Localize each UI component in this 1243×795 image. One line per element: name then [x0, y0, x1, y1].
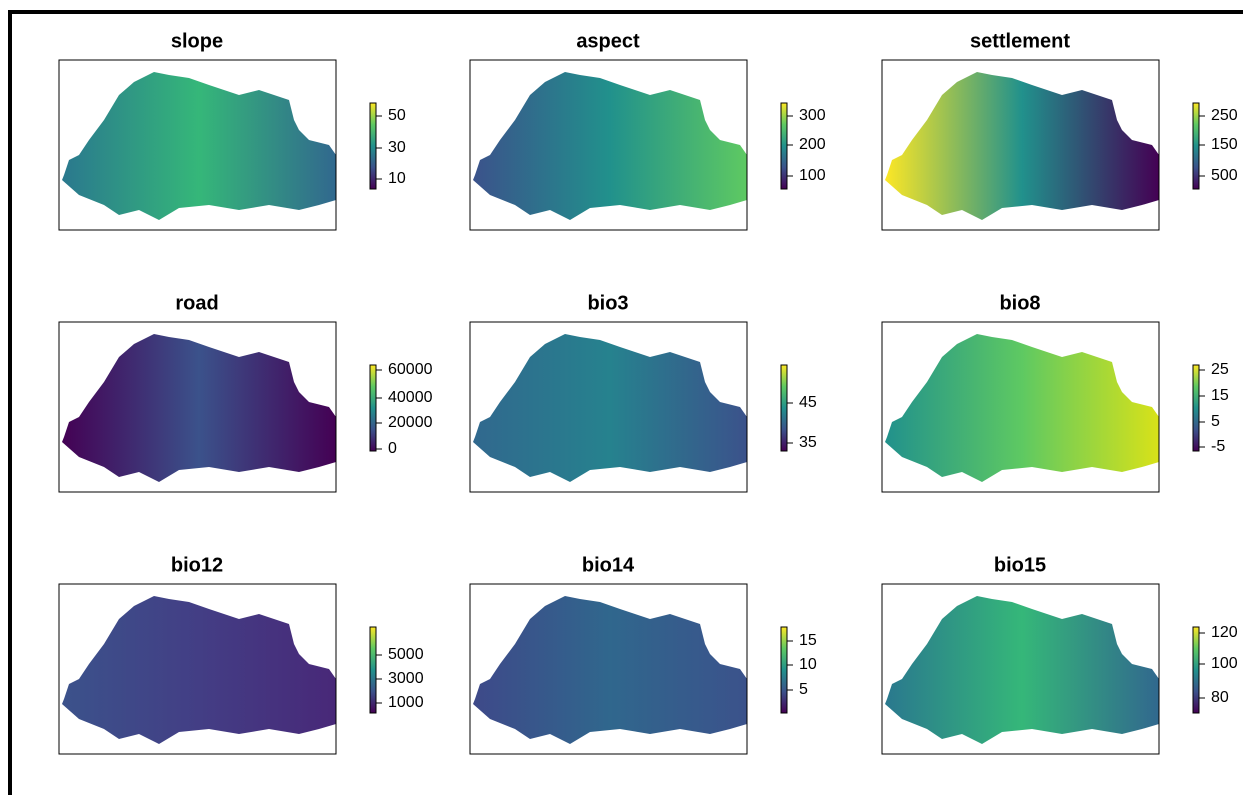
map-area: [885, 596, 1159, 744]
colorbar-label: 3000: [388, 670, 424, 687]
colorbar-label: 10: [388, 170, 406, 187]
colorbar-label: 10: [799, 656, 817, 673]
panel-title: bio12: [171, 554, 223, 576]
map-area: [885, 72, 1159, 220]
colorbar: [370, 627, 376, 713]
colorbar-label: 40000: [388, 389, 433, 406]
panel-title: road: [175, 292, 218, 314]
screenshot: slope103050aspect100200300settlement5001…: [0, 0, 1243, 795]
panel-title: bio15: [994, 554, 1046, 576]
colorbar-label: 20000: [388, 414, 433, 431]
map-area: [885, 334, 1159, 482]
panel-title: bio3: [587, 292, 628, 314]
colorbar-label: 50: [388, 107, 406, 124]
colorbar-label: 0: [388, 440, 397, 457]
colorbar-label: 120: [1211, 624, 1238, 641]
colorbar-label: 80: [1211, 689, 1229, 706]
colorbar-label: 100: [799, 167, 826, 184]
colorbar: [781, 103, 787, 189]
colorbar: [781, 365, 787, 451]
map-area: [473, 334, 747, 482]
colorbar: [1193, 103, 1199, 189]
panel-title: settlement: [970, 30, 1070, 52]
colorbar-label: 5: [1211, 413, 1220, 430]
colorbar-label: 500: [1211, 167, 1238, 184]
colorbar-label: 35: [799, 434, 817, 451]
colorbar: [1193, 627, 1199, 713]
colorbar: [1193, 365, 1199, 451]
colorbar-label: 15: [799, 632, 817, 649]
colorbar-label: 200: [799, 136, 826, 153]
panel-title: bio14: [582, 554, 635, 576]
plot-grid: slope103050aspect100200300settlement5001…: [0, 0, 1243, 795]
colorbar-label: 25: [1211, 361, 1229, 378]
colorbar-label: 45: [799, 394, 817, 411]
colorbar-label: 5000: [388, 646, 424, 663]
map-area: [473, 72, 747, 220]
panel-title: bio8: [999, 292, 1040, 314]
panel-title: aspect: [576, 30, 640, 52]
map-area: [473, 596, 747, 744]
map-area: [62, 72, 336, 220]
colorbar-label: 300: [799, 107, 826, 124]
colorbar-label: 60000: [388, 361, 433, 378]
colorbar-label: -5: [1211, 438, 1225, 455]
colorbar-label: 15: [1211, 387, 1229, 404]
colorbar: [370, 365, 376, 451]
colorbar: [781, 627, 787, 713]
colorbar-label: 150: [1211, 136, 1238, 153]
colorbar-label: 1000: [388, 694, 424, 711]
colorbar-label: 5: [799, 681, 808, 698]
panel-title: slope: [171, 30, 223, 52]
map-area: [62, 596, 336, 744]
colorbar: [370, 103, 376, 189]
colorbar-label: 250: [1211, 107, 1238, 124]
colorbar-label: 100: [1211, 655, 1238, 672]
colorbar-label: 30: [388, 139, 406, 156]
map-area: [62, 334, 336, 482]
